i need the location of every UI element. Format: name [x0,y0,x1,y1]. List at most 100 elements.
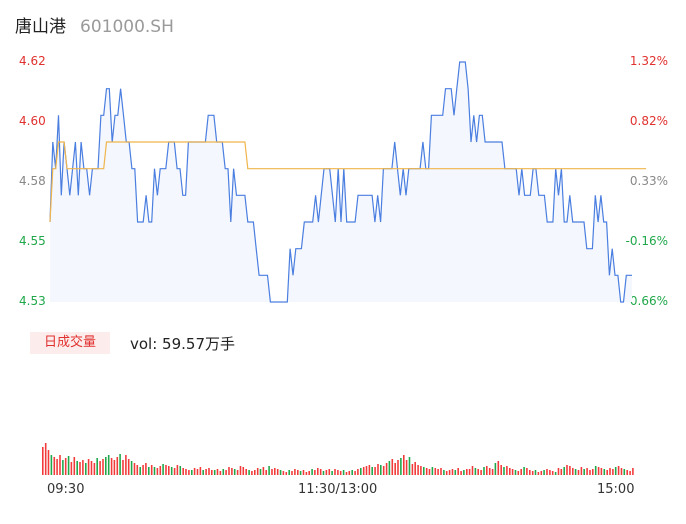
volume-bar [466,469,468,475]
volume-bar [268,466,270,475]
volume-bar [79,462,81,475]
volume-bar [574,469,577,475]
volume-bar [274,468,276,475]
volume-bar [216,469,219,475]
volume-bar [168,466,170,475]
stock-header: 唐山港 601000.SH [15,12,174,40]
volume-bar [405,460,408,475]
volume-bar [182,468,184,475]
volume-bar [560,469,563,475]
percent-tick-label: -0.16% [625,234,668,248]
volume-bar [394,463,396,475]
volume-bar [391,459,394,475]
percent-tick-label: -0.66% [625,294,668,308]
volume-bar [142,465,144,475]
volume-bar [276,469,279,475]
volume-bar [242,467,245,475]
volume-bar [534,470,537,475]
volume-bar [116,457,119,475]
stock-code: 601000.SH [80,17,174,37]
volume-bar [580,467,583,475]
volume-bar [222,469,225,475]
volume-bar [279,470,282,475]
volume-bar [614,467,617,475]
volume-bar [159,466,162,475]
volume-bar [362,467,365,475]
volume-bar [105,457,107,475]
volume-bar [339,471,342,475]
volume-bar [511,469,514,475]
volume-bar [554,472,557,475]
volume-bar [546,469,548,475]
volume-bar [463,470,465,475]
volume-bar [133,463,136,475]
volume-bar [420,466,422,475]
volume-bar [213,470,216,475]
percent-tick-label: 0.82% [629,114,668,128]
volume-bar [90,461,93,475]
volume-bar [506,466,508,475]
volume-bar [322,471,325,475]
volume-bar [259,469,262,475]
volume-bar [233,469,236,475]
volume-bar [319,469,322,475]
volume-bar [99,461,101,475]
volume-bar [612,469,614,475]
volume-bar [600,468,603,475]
volume-bar [486,466,488,475]
volume-bar [517,471,520,475]
volume-bar [205,469,207,475]
volume-bar [139,467,141,475]
volume-bar [414,462,416,475]
volume-bar [47,450,50,475]
volume-bar [537,472,540,475]
volume-bar [586,468,588,475]
volume-bar [371,467,373,475]
volume-bar [342,470,345,475]
volume-bar [248,470,250,475]
volume-bar [480,470,482,475]
volume-bar [285,472,288,475]
volume-bar [50,455,53,475]
volume-bar [302,470,305,475]
volume-bar [417,465,419,475]
volume-bar [239,466,242,475]
volume-bar [440,468,442,475]
volume-bar [193,468,196,475]
price-area [50,62,632,302]
price-tick-label: 4.62 [19,54,46,68]
volume-bar [451,469,454,475]
volume-value: vol: 59.57万手 [130,335,235,353]
volume-bar [62,460,64,475]
volume-bar [148,467,150,475]
price-chart [49,61,647,303]
volume-bar [503,467,505,475]
volume-bar [328,469,331,475]
volume-bar [500,465,502,475]
volume-bar [119,454,121,475]
volume-bar [380,465,382,475]
volume-bar [231,468,233,475]
volume-bar [388,461,391,475]
volume-bar [70,462,73,475]
volume-bar [474,468,477,475]
volume-bar [107,455,110,475]
volume-bar [311,469,313,475]
volume-bar [494,463,497,475]
volume-bar [265,470,267,475]
price-tick-label: 4.53 [19,294,46,308]
volume-bar [314,470,316,475]
volume-bar [110,458,113,475]
volume-bar [597,467,600,475]
volume-bar [219,471,222,475]
volume-bar [403,455,405,475]
volume-chart [42,443,634,475]
volume-bar [297,470,299,475]
price-tick-label: 4.58 [19,174,46,188]
volume-bar [325,470,328,475]
volume-bar [623,469,626,475]
volume-bar [136,465,139,475]
volume-bar [594,466,597,475]
volume-tag: 日成交量 [30,332,110,354]
volume-bar [225,470,227,475]
